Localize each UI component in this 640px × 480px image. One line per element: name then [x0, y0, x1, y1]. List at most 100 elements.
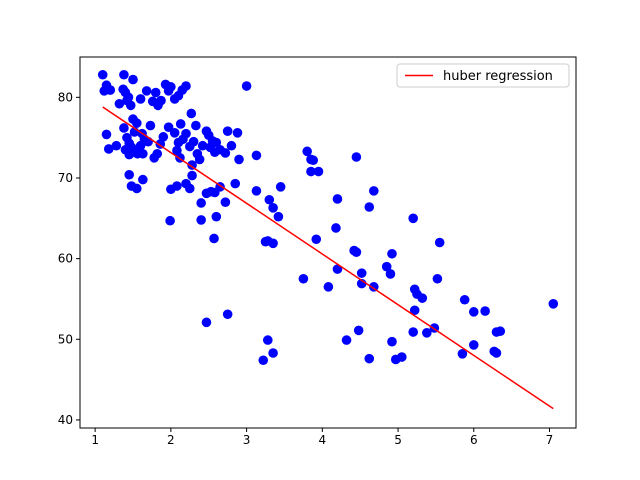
data-point: [408, 327, 418, 337]
data-point: [480, 306, 490, 316]
data-point: [306, 166, 316, 177]
data-point: [172, 181, 182, 191]
data-point: [114, 98, 125, 109]
data-point: [138, 174, 148, 185]
data-point: [150, 87, 161, 98]
data-point: [298, 273, 309, 284]
data-point: [181, 128, 191, 139]
data-point: [196, 198, 206, 208]
data-point: [185, 183, 195, 194]
data-point: [422, 328, 432, 338]
data-point: [124, 169, 135, 180]
legend-label: huber regression: [443, 69, 553, 84]
data-point: [385, 269, 396, 279]
data-point: [234, 154, 244, 165]
data-point: [131, 183, 142, 194]
data-point: [125, 100, 136, 111]
data-point: [152, 148, 163, 159]
data-point: [331, 223, 341, 233]
data-point: [457, 349, 468, 359]
data-point: [468, 307, 479, 317]
data-point: [103, 144, 114, 154]
y-tick-label: 40: [58, 413, 73, 427]
data-point: [169, 128, 180, 138]
axes-frame: [79, 56, 577, 429]
data-point: [220, 197, 231, 207]
data-point: [97, 69, 108, 80]
data-point: [141, 86, 152, 96]
data-point: [175, 119, 186, 129]
data-point: [387, 248, 397, 259]
data-point: [196, 215, 206, 225]
data-point: [156, 95, 166, 106]
data-point: [119, 69, 129, 80]
data-point: [135, 94, 146, 104]
data-point: [165, 215, 175, 226]
data-point: [387, 336, 397, 347]
plot-area: [97, 69, 559, 410]
x-tick-label: 4: [319, 433, 327, 447]
data-point: [188, 136, 199, 147]
data-point: [166, 82, 176, 92]
data-point: [191, 120, 201, 131]
data-point: [111, 140, 122, 151]
data-point: [273, 211, 284, 222]
data-point: [356, 268, 367, 278]
data-point: [263, 335, 273, 345]
data-point: [220, 148, 231, 158]
data-point: [123, 92, 134, 103]
data-point: [105, 85, 116, 95]
data-point: [308, 155, 319, 166]
data-point: [187, 170, 197, 181]
data-point: [209, 233, 219, 244]
data-point: [241, 81, 252, 91]
data-point: [417, 293, 428, 303]
data-point: [432, 273, 443, 284]
data-point: [408, 213, 418, 224]
data-point: [251, 186, 262, 196]
data-point: [268, 203, 278, 213]
y-tick-label: 60: [58, 252, 73, 266]
data-point: [311, 234, 322, 245]
y-tick-label: 70: [58, 171, 73, 185]
data-point: [163, 122, 174, 132]
data-point: [341, 335, 352, 345]
data-point: [181, 81, 191, 91]
data-point: [491, 348, 502, 358]
data-point: [434, 237, 445, 248]
data-point: [258, 355, 269, 366]
data-point: [468, 340, 479, 350]
axes: 1 2 3 4 5 6 7 40 50 60 70 80: [58, 56, 577, 447]
data-point: [409, 305, 420, 316]
x-tick-label: 6: [470, 433, 478, 447]
data-point: [222, 126, 233, 136]
x-tick-label: 5: [394, 433, 402, 447]
y-tick-label: 80: [58, 90, 73, 104]
x-tick-label: 1: [91, 433, 99, 447]
data-point: [172, 145, 182, 156]
data-point: [186, 108, 197, 119]
data-point: [275, 182, 286, 192]
data-point: [101, 129, 112, 140]
data-point: [323, 282, 334, 292]
y-tick-label: 50: [58, 332, 73, 346]
data-point: [128, 74, 138, 85]
data-point: [251, 150, 262, 161]
data-point: [459, 294, 470, 305]
data-point: [226, 140, 237, 151]
data-point: [268, 348, 278, 358]
data-point: [332, 194, 343, 204]
data-point: [119, 123, 129, 133]
data-point: [131, 118, 142, 128]
data-point: [351, 247, 362, 257]
data-point: [145, 120, 156, 131]
data-point: [187, 160, 197, 170]
data-point: [353, 325, 364, 336]
data-point: [194, 154, 205, 165]
data-point: [302, 146, 312, 157]
data-point: [351, 152, 362, 162]
x-tick-label: 2: [167, 433, 175, 447]
x-tick-label: 3: [243, 433, 251, 447]
data-point: [268, 238, 278, 249]
